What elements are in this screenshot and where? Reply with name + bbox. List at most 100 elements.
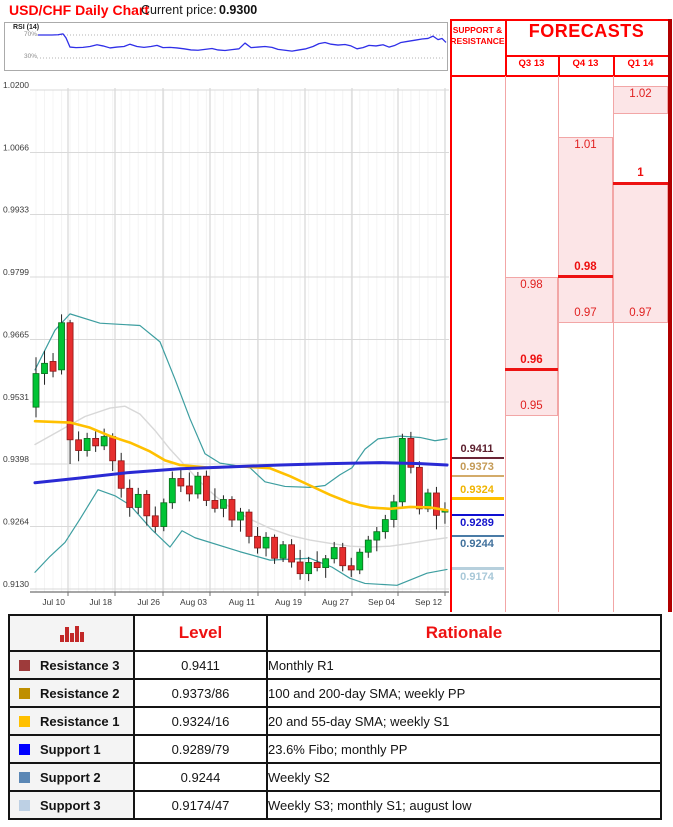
support-3-line (452, 567, 504, 570)
support-1-swatch (19, 743, 30, 755)
level-header: Level (133, 614, 268, 652)
row-label: Resistance 2 (40, 685, 120, 701)
bar (79, 632, 84, 642)
forecast-label-0.97: 0.97 (629, 307, 652, 320)
forecast-range-q1-14 (613, 85, 668, 115)
support-1-label: 0.9289 (460, 516, 494, 529)
forecasts-underline (505, 55, 668, 57)
quarter-label-q4-13: Q4 13 (572, 58, 599, 69)
forecast-label-0.97: 0.97 (574, 307, 597, 320)
row-level: 0.9289/79 (133, 734, 268, 764)
forecast-label-1.02: 1.02 (629, 87, 652, 100)
row-label: Support 3 (40, 797, 101, 813)
support-3-label: 0.9174 (460, 570, 494, 583)
table-row-support-2: Support 2 0.9244 Weekly S2 (8, 762, 662, 792)
panel-border-left (450, 19, 452, 612)
svg-text:1.0200: 1.0200 (3, 80, 29, 90)
row-rationale: 23.6% Fibo; monthly PP (266, 734, 662, 764)
svg-text:Jul 26: Jul 26 (137, 597, 160, 607)
rsi-indicator-label: RSI (14) (13, 24, 40, 31)
svg-text:Aug 19: Aug 19 (275, 597, 302, 607)
resistance-1-swatch (19, 715, 30, 727)
table-header-row: Level Rationale (8, 614, 662, 652)
svg-text:Sep 12: Sep 12 (415, 597, 442, 607)
rsi-panel: RSI (14) 70% 30% (4, 22, 448, 71)
bar (69, 633, 74, 642)
forecast-panel: SUPPORT & RESISTANCE FORECASTS Q3 13 Q4 … (450, 19, 672, 612)
sr-column-border (505, 19, 507, 76)
panel-border-right (668, 19, 672, 612)
forecast-range-q1-14 (613, 183, 668, 324)
support-3-swatch (19, 799, 30, 811)
row-level: 0.9174/47 (133, 790, 268, 820)
row-rationale: Weekly S2 (266, 762, 662, 792)
forecast-range-q3-13 (505, 276, 558, 417)
svg-text:Aug 11: Aug 11 (229, 597, 256, 607)
resistance-3-label: 0.9411 (460, 442, 494, 455)
sr-title-line2: RESISTANCE (450, 36, 505, 46)
q-sep-2-header (613, 55, 615, 76)
bar (64, 627, 69, 642)
row-label: Resistance 1 (40, 713, 120, 729)
svg-text:0.9531: 0.9531 (3, 392, 29, 402)
legend-header-cell (8, 614, 135, 652)
current-price-value: 0.9300 (219, 3, 258, 17)
sr-title-line1: SUPPORT & (452, 25, 503, 35)
support-1-line (452, 513, 504, 517)
svg-text:Sep 04: Sep 04 (368, 597, 395, 607)
forecast-point-line (505, 368, 558, 372)
row-label: Support 2 (40, 769, 101, 785)
table-row-resistance-2: Resistance 2 0.9373/86 100 and 200-day S… (8, 678, 662, 708)
forecast-label-0.98: 0.98 (520, 278, 543, 291)
forecast-label-0.98: 0.98 (574, 260, 597, 273)
svg-text:Aug 03: Aug 03 (180, 597, 207, 607)
forecast-label-0.96: 0.96 (520, 353, 543, 366)
table-row-support-3: Support 3 0.9174/47 Weekly S3; monthly S… (8, 790, 662, 820)
candlestick-chart: Jul 10 Jul 18 Jul 26 Aug 03 Aug 11 Aug 19 Aug … (3, 80, 449, 607)
page-title: USD/CHF Daily Chart (9, 2, 150, 18)
row-label: Support 1 (40, 741, 101, 757)
row-level: 0.9411 (133, 650, 268, 680)
resistance-3-swatch (19, 659, 30, 671)
quarter-label-q3-13: Q3 13 (518, 58, 545, 69)
table-row-support-1: Support 1 0.9289/79 23.6% Fibo; monthly … (8, 734, 662, 764)
forecast-label-0.95: 0.95 (520, 400, 543, 413)
column-separator (558, 76, 559, 612)
resistance-2-line (452, 474, 504, 478)
resistance-1-label: 0.9324 (460, 483, 494, 496)
forecasts-title: FORECASTS (528, 21, 645, 41)
row-level: 0.9373/86 (133, 678, 268, 708)
support-2-swatch (19, 771, 30, 783)
resistance-1-line (452, 497, 504, 500)
quarter-label-q1-14: Q1 14 (627, 58, 654, 69)
q-sep-1-header (558, 55, 560, 76)
rsi-line-plot (37, 33, 447, 59)
support-2-line (452, 534, 504, 538)
levels-table: Level Rationale Resistance 3 0.9411 Mont… (8, 614, 662, 820)
current-price-label: Current price: (141, 3, 217, 17)
bar (59, 635, 64, 642)
svg-text:Jul 10: Jul 10 (42, 597, 65, 607)
rationale-header: Rationale (266, 614, 662, 652)
svg-text:0.9264: 0.9264 (3, 517, 29, 527)
row-rationale: 20 and 55-day SMA; weekly S1 (266, 706, 662, 736)
svg-text:0.9933: 0.9933 (3, 205, 29, 215)
support-2-label: 0.9244 (460, 537, 494, 550)
svg-text:Jul 18: Jul 18 (89, 597, 112, 607)
panel-border-top (450, 19, 668, 21)
resistance-2-label: 0.9373 (460, 460, 494, 473)
forecast-point-line (558, 275, 613, 279)
svg-text:0.9130: 0.9130 (3, 579, 29, 589)
row-rationale: 100 and 200-day SMA; weekly PP (266, 678, 662, 708)
row-rationale: Monthly R1 (266, 650, 662, 680)
row-label: Resistance 3 (40, 657, 120, 673)
sr-column-title: SUPPORT & RESISTANCE (450, 25, 505, 47)
forecast-label-1.01: 1.01 (574, 138, 597, 151)
rsi-lower-threshold: 30% (23, 53, 37, 60)
svg-text:Aug 27: Aug 27 (322, 597, 349, 607)
forecast-range-q4-13 (558, 136, 613, 324)
bar (74, 626, 79, 642)
table-row-resistance-3: Resistance 3 0.9411 Monthly R1 (8, 650, 662, 680)
row-level: 0.9324/16 (133, 706, 268, 736)
